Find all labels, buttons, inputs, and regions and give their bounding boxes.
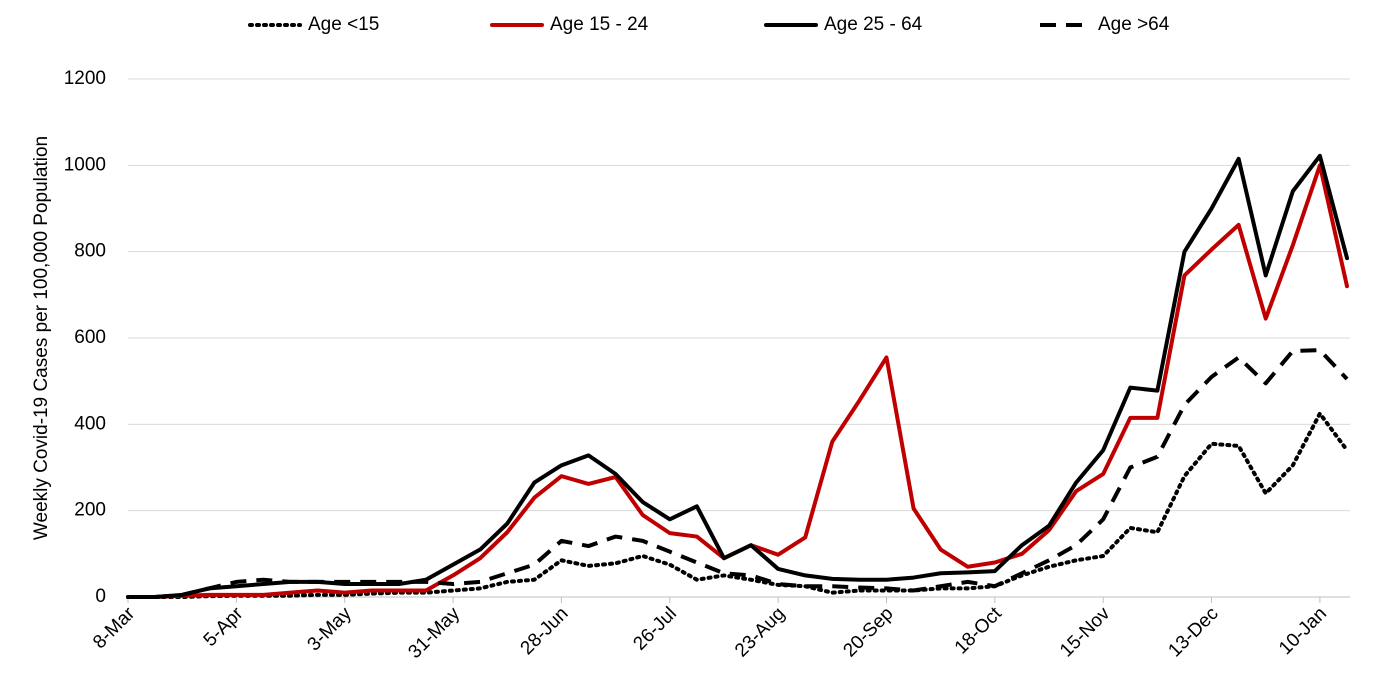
- legend-label: Age >64: [1098, 14, 1170, 35]
- y-tick-label: 1000: [64, 154, 106, 175]
- y-axis-title: Weekly Covid-19 Cases per 100,000 Popula…: [31, 136, 52, 540]
- x-tick-label: 26-Jul: [629, 603, 680, 654]
- legend-label: Age 15 - 24: [550, 14, 649, 35]
- y-tick-label: 600: [74, 327, 106, 348]
- x-tick-label: 15-Nov: [1056, 603, 1115, 662]
- x-tick-label: 18-Oct: [951, 603, 1007, 659]
- y-tick-label: 0: [95, 586, 106, 607]
- x-tick-label: 5-Apr: [200, 603, 248, 651]
- x-tick-label: 23-Aug: [731, 603, 789, 661]
- x-tick-label: 28-Jun: [517, 603, 573, 659]
- x-tick-label: 10-Jan: [1275, 603, 1331, 659]
- legend-label: Age 25 - 64: [824, 14, 923, 35]
- y-tick-label: 1200: [64, 68, 106, 89]
- series-line: [128, 348, 1349, 599]
- x-tick-label: 20-Sep: [839, 603, 897, 661]
- x-tick-label: 3-May: [304, 603, 357, 656]
- y-tick-label: 200: [74, 500, 106, 521]
- x-tick-label: 8-Mar: [89, 603, 139, 653]
- x-tick-label: 31-May: [404, 603, 464, 663]
- legend-label: Age <15: [308, 14, 379, 35]
- series-line: [126, 163, 1349, 599]
- y-tick-label: 800: [74, 241, 106, 262]
- series-line: [126, 411, 1349, 599]
- series-line: [126, 153, 1349, 599]
- x-tick-label: 13-Dec: [1164, 603, 1222, 661]
- y-tick-label: 400: [74, 413, 106, 434]
